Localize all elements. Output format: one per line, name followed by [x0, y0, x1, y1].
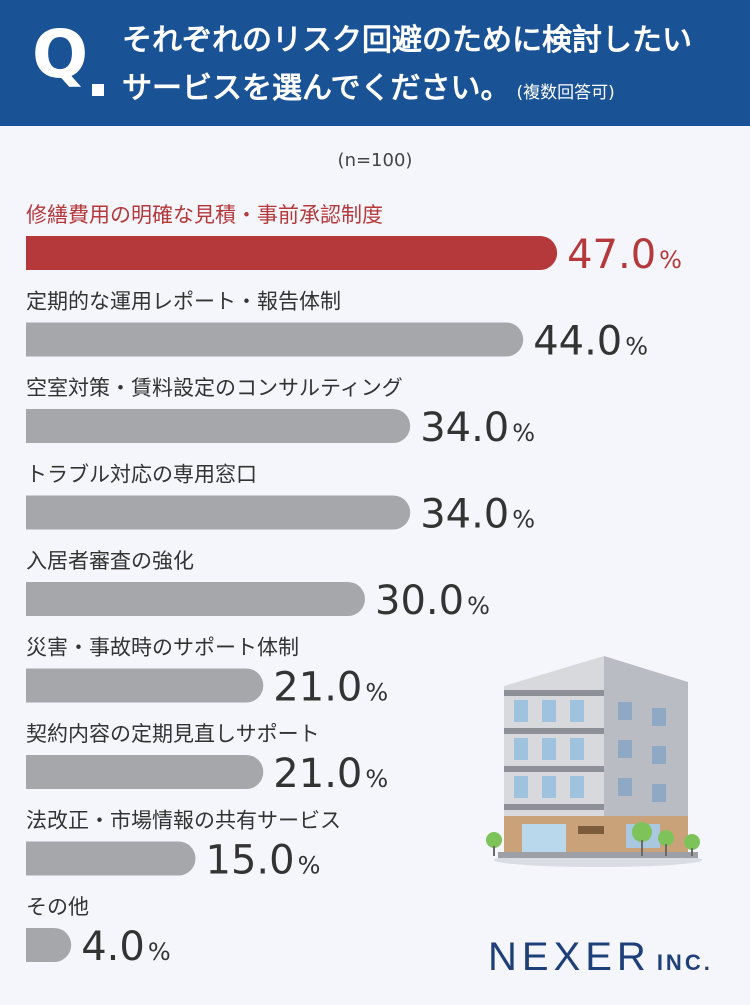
logo-name: NEXER	[488, 935, 651, 979]
bar	[26, 409, 411, 443]
bar	[26, 668, 264, 703]
category-label: トラブル対応の専用窓口	[26, 463, 257, 487]
bar	[26, 236, 558, 270]
bar	[26, 928, 72, 962]
category-label: 定期的な運用レポート・報告体制	[26, 290, 341, 314]
value-label: 4.0%	[81, 924, 170, 970]
category-label: 入居者審査の強化	[26, 549, 194, 573]
question-line-1: それぞれのリスク回避のために検討したい	[122, 23, 692, 58]
value-label: 30.0%	[375, 578, 490, 624]
category-label: 災害・事故時のサポート体制	[26, 636, 299, 660]
category-label: 修繕費用の明確な見積・事前承認制度	[26, 203, 383, 227]
bar	[26, 755, 264, 789]
question-line-2: サービスを選んでください。 (複数回答可)	[122, 74, 615, 104]
sample-size: (n=100)	[337, 150, 413, 171]
bar	[26, 322, 524, 357]
nexer-logo: NEXER INC.	[488, 937, 713, 977]
question-mark: Q	[32, 16, 88, 93]
value-label: 21.0%	[273, 665, 388, 711]
value-label: 34.0%	[420, 405, 535, 451]
bar	[26, 841, 196, 876]
value-label: 15.0%	[206, 838, 321, 884]
value-label: 47.0%	[567, 232, 682, 278]
question-dot	[92, 84, 104, 96]
question-header: Q それぞれのリスク回避のために検討したい サービスを選んでください。 (複数回答…	[0, 0, 750, 126]
bar	[26, 495, 411, 530]
question-line-2-text: サービスを選んでください。	[122, 71, 511, 106]
category-label: 契約内容の定期見直しサポート	[26, 722, 320, 746]
category-label: 空室対策・賃料設定のコンサルティング	[26, 376, 403, 400]
bar	[26, 582, 365, 616]
logo-suffix: INC.	[656, 950, 713, 975]
value-label: 21.0%	[273, 751, 388, 797]
value-label: 34.0%	[420, 492, 535, 538]
apartment-building-illustration	[486, 656, 702, 867]
value-label: 44.0%	[533, 319, 648, 365]
question-note: (複数回答可)	[516, 83, 615, 103]
category-label: その他	[26, 895, 89, 919]
category-label: 法改正・市場情報の共有サービス	[26, 809, 341, 833]
